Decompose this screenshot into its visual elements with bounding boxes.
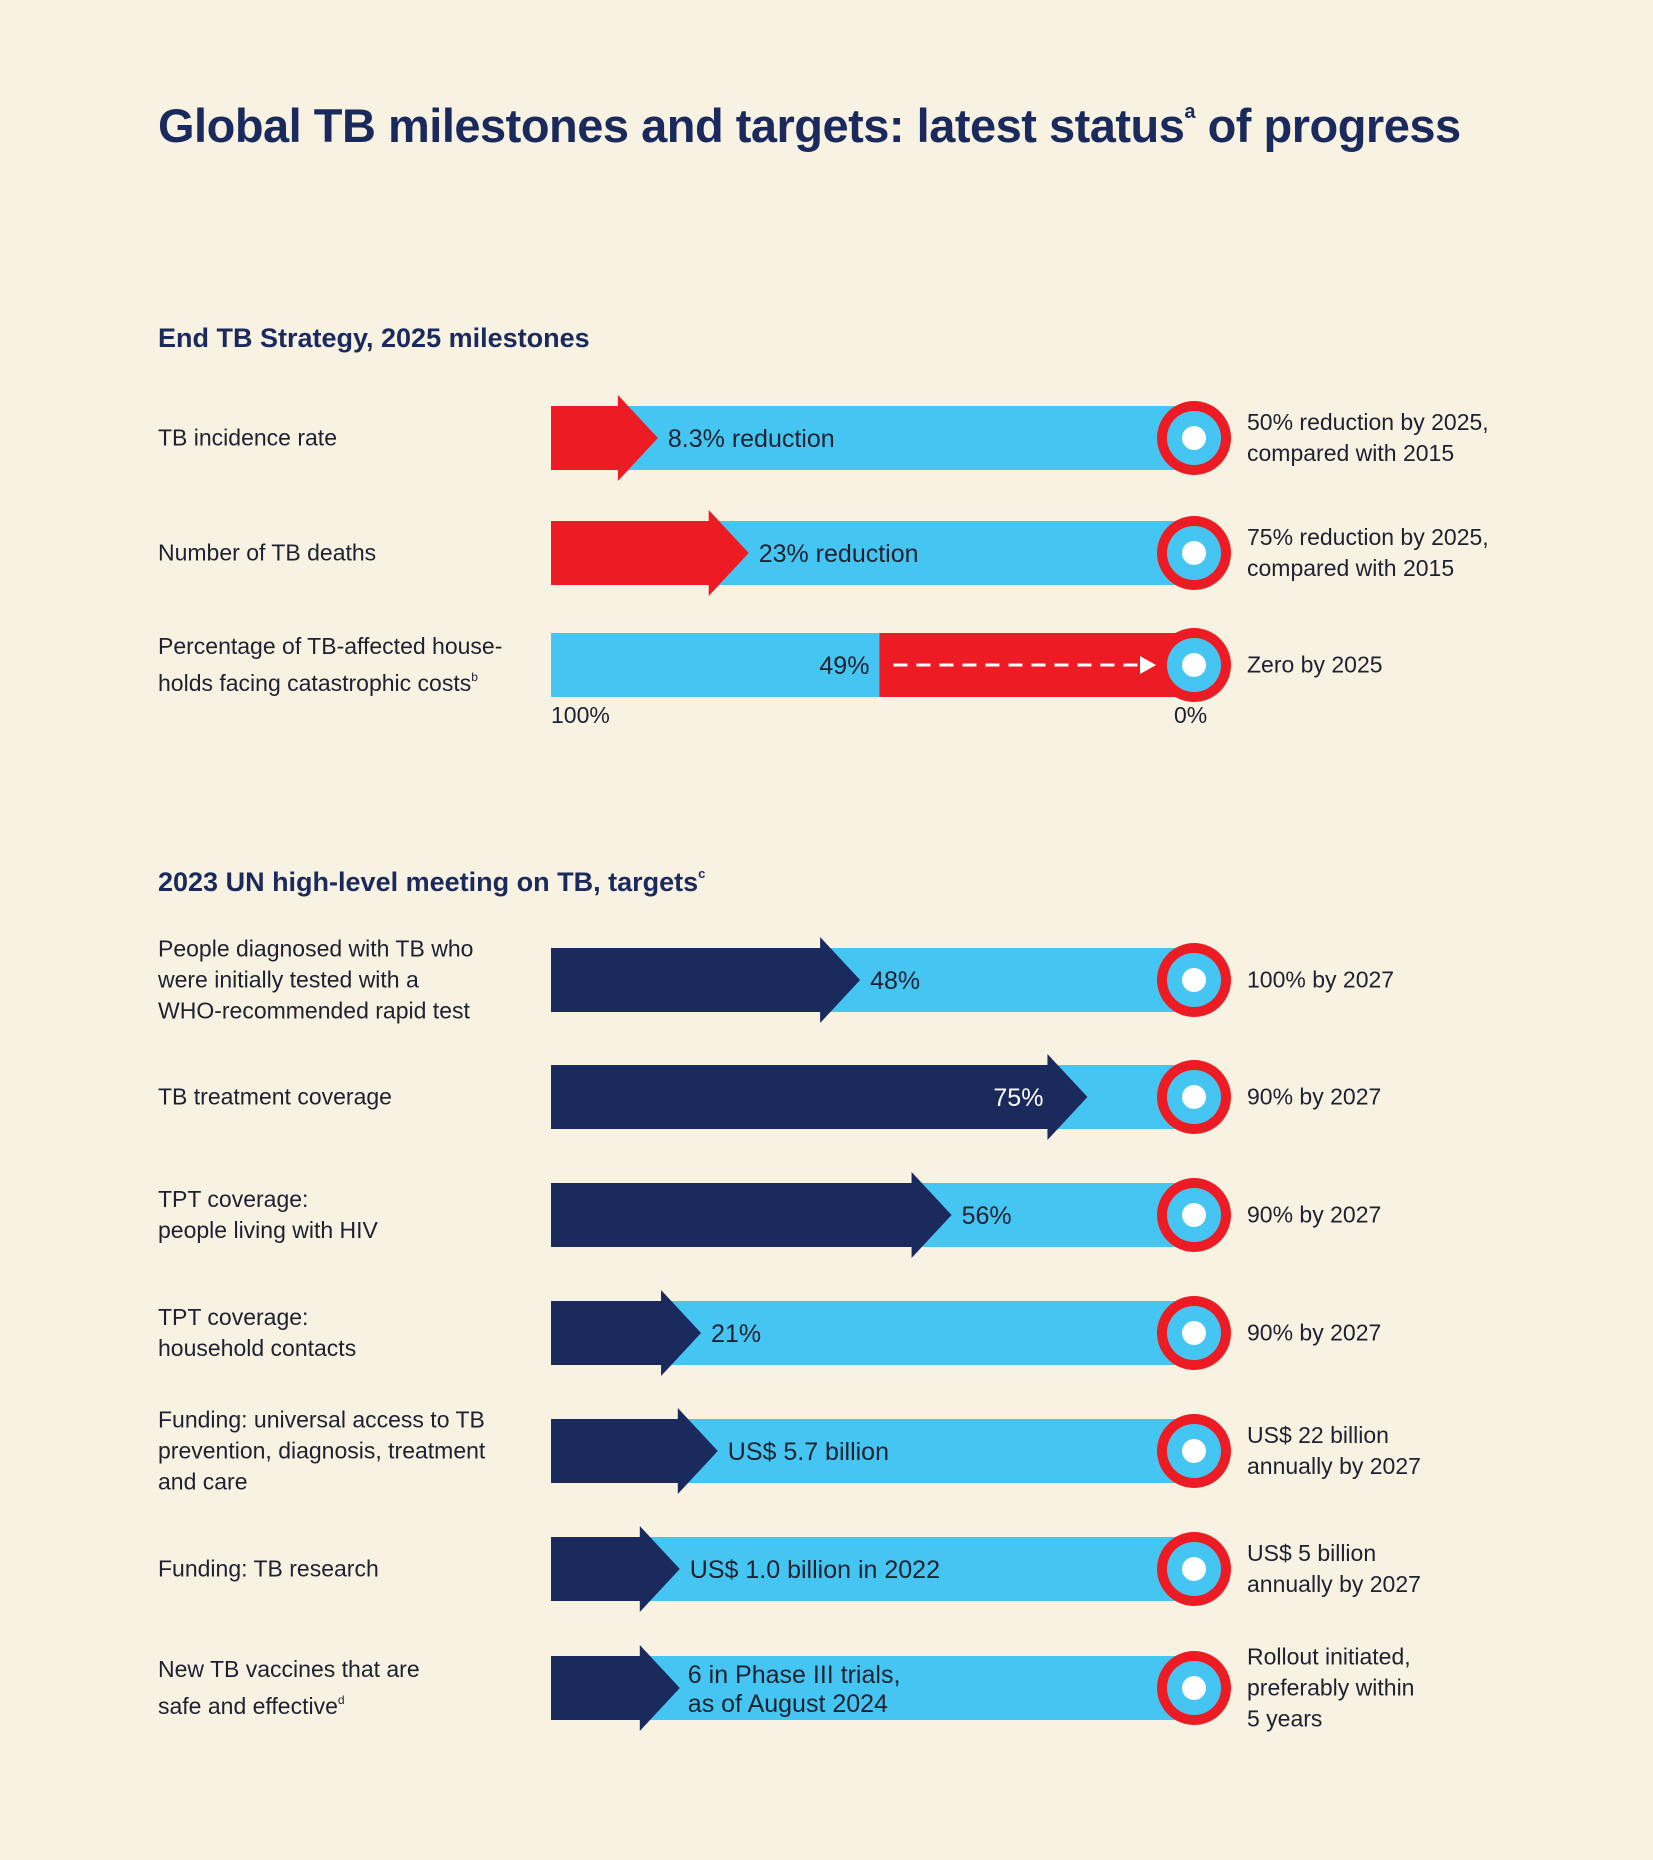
value-label: 23% reduction [759,540,919,568]
target-bullseye [1182,1439,1206,1463]
page-title: Global TB milestones and targets: latest… [158,99,1461,152]
value-label: 75% [993,1084,1043,1112]
progress-arrow [551,1645,680,1731]
axis-label-left: 100% [551,702,610,728]
target-label: 90% by 2027 [1247,1083,1382,1110]
row-label: TPT coverage: household contacts [158,1304,357,1361]
target-bullseye [1182,1085,1206,1109]
target-bullseye [1182,541,1206,565]
progress-arrow [551,1408,718,1494]
target-bullseye [1182,1557,1206,1581]
target-track [551,406,1194,470]
value-label: 6 in Phase III trials, [688,1661,901,1689]
target-bullseye [1182,1203,1206,1227]
arrow-head [1140,656,1156,674]
progress-arrow [551,395,658,481]
section-title-end-tb: End TB Strategy, 2025 milestones [158,323,590,353]
row-label: TPT coverage: people living with HIV [158,1186,378,1243]
row-label: Percentage of TB-affected house-holds fa… [158,633,503,696]
target-label: 100% by 2027 [1247,966,1395,993]
row-label: TB treatment coverage [158,1083,392,1110]
target-bullseye [1182,653,1206,677]
target-label: 50% reduction by 2025, compared with 2015 [1247,409,1489,466]
value-label: US$ 5.7 billion [728,1438,889,1466]
target-label: US$ 5 billion annually by 2027 [1247,1540,1421,1597]
value-label: US$ 1.0 billion in 2022 [690,1556,940,1584]
row-label: Funding: universal access to TB preventio… [158,1406,486,1495]
progress-arrow [551,1172,952,1258]
progress-arrow [551,1526,680,1612]
progress-arrow [551,1054,1088,1140]
value-label: 8.3% reduction [668,425,835,453]
section-title-un-hlm: 2023 UN high-level meeting on TB, target… [158,866,706,897]
target-bullseye [1182,426,1206,450]
target-label: 90% by 2027 [1247,1319,1382,1346]
progress-arrow [551,937,861,1023]
progress-arrow [551,510,749,596]
target-label: 75% reduction by 2025, compared with 2015 [1247,524,1489,581]
value-label: 49% [819,652,869,680]
row-label: Funding: TB research [158,1555,379,1582]
target-bullseye [1182,968,1206,992]
target-bullseye [1182,1676,1206,1700]
axis-label-right: 0% [1174,702,1208,728]
row-label: Number of TB deaths [158,539,377,566]
target-label: Zero by 2025 [1247,651,1383,678]
value-label: 48% [870,967,920,995]
target-bullseye [1182,1321,1206,1345]
progress-arrow [551,1290,702,1376]
target-label: Rollout initiated, preferably within 5 yea… [1247,1643,1415,1732]
value-label: 56% [962,1202,1012,1230]
row-label: TB incidence rate [158,424,337,451]
row-label: People diagnosed with TB who were initial… [158,935,474,1024]
row-label: New TB vaccines that are safe and effecti… [158,1656,420,1719]
target-label: US$ 22 billion annually by 2027 [1247,1422,1421,1479]
value-label: 21% [711,1320,761,1348]
value-label: as of August 2024 [688,1690,888,1718]
target-label: 90% by 2027 [1247,1201,1382,1228]
